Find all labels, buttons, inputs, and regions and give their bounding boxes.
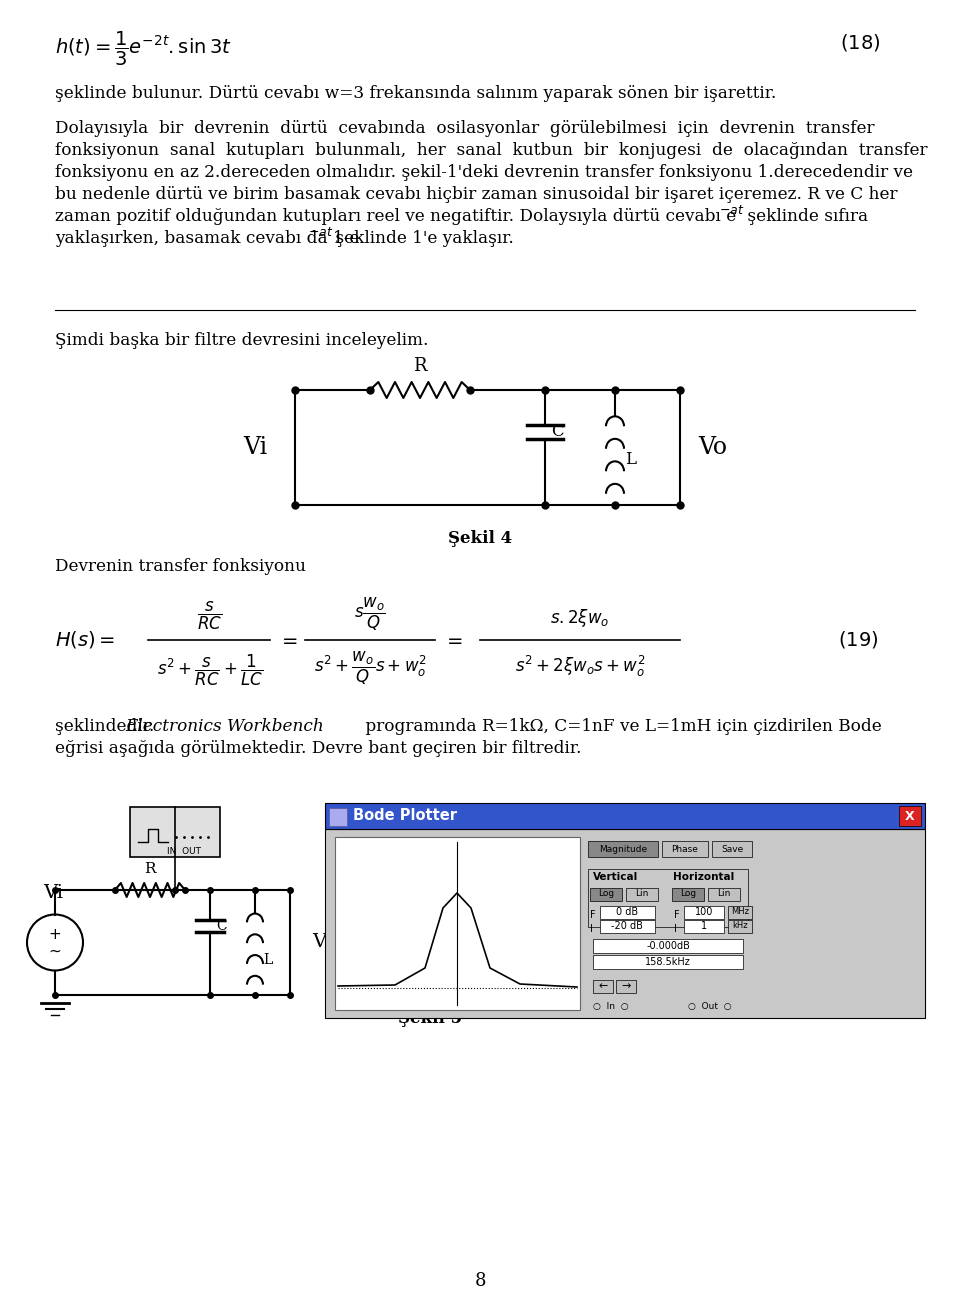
Bar xyxy=(593,980,613,993)
Text: Şimdi başka bir filtre devresini inceleyelim.: Şimdi başka bir filtre devresini inceley… xyxy=(55,332,428,349)
Bar xyxy=(335,836,580,1010)
Text: R: R xyxy=(413,357,427,375)
Text: $s\dfrac{w_o}{Q}$: $s\dfrac{w_o}{Q}$ xyxy=(354,596,386,633)
Text: 100: 100 xyxy=(695,907,713,918)
Text: +: + xyxy=(49,927,61,942)
Bar xyxy=(325,829,925,1018)
Text: Save: Save xyxy=(721,844,743,853)
Text: 0 dB: 0 dB xyxy=(616,907,638,918)
Text: IN  OUT: IN OUT xyxy=(167,847,201,856)
Text: $s^2 + \dfrac{w_o}{Q}s + w_o^2$: $s^2 + \dfrac{w_o}{Q}s + w_o^2$ xyxy=(314,650,426,686)
Text: bu nedenle dürtü ve birim basamak cevabı hiçbir zaman sinusoidal bir işaret içer: bu nedenle dürtü ve birim basamak cevabı… xyxy=(55,186,898,203)
Text: ~: ~ xyxy=(49,944,61,959)
Text: Log: Log xyxy=(598,890,614,898)
Bar xyxy=(590,887,622,901)
Text: F: F xyxy=(674,910,680,920)
Text: MHz: MHz xyxy=(731,907,749,916)
Text: Lin: Lin xyxy=(636,890,649,898)
Text: $s^2 + \dfrac{s}{RC} + \dfrac{1}{LC}$: $s^2 + \dfrac{s}{RC} + \dfrac{1}{LC}$ xyxy=(156,652,263,687)
Text: I: I xyxy=(674,924,677,935)
Bar xyxy=(600,906,655,919)
Bar xyxy=(684,906,724,919)
Text: X: X xyxy=(905,809,915,822)
Bar xyxy=(325,802,925,829)
Bar xyxy=(626,887,658,901)
Text: Vo: Vo xyxy=(312,933,336,951)
Text: şeklinde 1'e yaklaşır.: şeklinde 1'e yaklaşır. xyxy=(330,230,514,247)
Text: L: L xyxy=(625,451,636,468)
Text: $s^2 + 2\xi w_o s + w_o^2$: $s^2 + 2\xi w_o s + w_o^2$ xyxy=(515,654,645,678)
Text: $\dfrac{s}{RC}$: $\dfrac{s}{RC}$ xyxy=(198,600,223,633)
Text: Vo: Vo xyxy=(698,435,727,459)
Text: -0.000dB: -0.000dB xyxy=(646,941,690,951)
Text: $=$: $=$ xyxy=(443,631,463,650)
Text: -20 dB: -20 dB xyxy=(612,921,643,931)
Bar xyxy=(130,806,220,857)
Bar xyxy=(329,808,347,826)
Text: Devrenin transfer fonksiyonu: Devrenin transfer fonksiyonu xyxy=(55,558,306,575)
Text: şeklinde sıfıra: şeklinde sıfıra xyxy=(742,208,868,225)
Bar xyxy=(588,869,748,927)
Text: Phase: Phase xyxy=(672,844,699,853)
Text: şeklindedir.: şeklindedir. xyxy=(55,718,159,735)
Bar xyxy=(662,840,708,857)
Bar xyxy=(616,980,636,993)
Text: 158.5kHz: 158.5kHz xyxy=(645,957,691,967)
Text: $s.2\xi w_o$: $s.2\xi w_o$ xyxy=(550,606,610,629)
Text: $(18)$: $(18)$ xyxy=(840,31,880,54)
Text: $h(t) = \dfrac{1}{3}e^{-2t}.\sin 3t$: $h(t) = \dfrac{1}{3}e^{-2t}.\sin 3t$ xyxy=(55,30,231,68)
Text: 8: 8 xyxy=(474,1272,486,1290)
Bar xyxy=(588,840,658,857)
Bar xyxy=(708,887,740,901)
Bar xyxy=(672,887,704,901)
Text: R: R xyxy=(144,863,156,876)
Text: Lin: Lin xyxy=(717,890,731,898)
Text: →: → xyxy=(621,982,631,991)
Text: C: C xyxy=(551,423,564,440)
Bar xyxy=(728,906,752,919)
Text: $(19)$: $(19)$ xyxy=(838,630,878,651)
Text: $-at$: $-at$ xyxy=(719,204,744,217)
Text: Magnitude: Magnitude xyxy=(599,844,647,853)
Text: ○  Out  ○: ○ Out ○ xyxy=(688,1002,732,1012)
Text: kHz: kHz xyxy=(732,921,748,931)
Text: Dolayısıyla  bir  devrenin  dürtü  cevabında  osilasyonlar  görülebilmesi  için : Dolayısıyla bir devrenin dürtü cevabında… xyxy=(55,120,875,137)
Text: Şekil 4: Şekil 4 xyxy=(448,531,512,548)
Bar xyxy=(899,806,921,826)
Text: Vi: Vi xyxy=(243,435,267,459)
Bar xyxy=(712,840,752,857)
Text: I: I xyxy=(590,924,593,935)
Text: şeklinde bulunur. Dürtü cevabı w=3 frekansında salınım yaparak sönen bir işarett: şeklinde bulunur. Dürtü cevabı w=3 freka… xyxy=(55,85,777,102)
Text: $H(s) =$: $H(s) =$ xyxy=(55,630,115,651)
Text: F: F xyxy=(590,910,595,920)
Text: Vertical: Vertical xyxy=(593,872,638,882)
Text: $=$: $=$ xyxy=(278,631,299,650)
Text: Vi: Vi xyxy=(43,884,63,902)
Text: L: L xyxy=(263,953,273,967)
Bar xyxy=(684,920,724,933)
Text: fonksiyonun  sanal  kutupları  bulunmalı,  her  sanal  kutbun  bir  konjugesi  d: fonksiyonun sanal kutupları bulunmalı, h… xyxy=(55,142,927,159)
Text: 1: 1 xyxy=(701,921,708,931)
Text: C: C xyxy=(216,919,227,933)
Text: $-at$: $-at$ xyxy=(308,226,333,239)
Text: Şekil 5: Şekil 5 xyxy=(398,1010,462,1027)
Bar xyxy=(593,938,743,953)
Text: Horizontal: Horizontal xyxy=(673,872,734,882)
Text: yaklaşırken, basamak cevabı da 1-e: yaklaşırken, basamak cevabı da 1-e xyxy=(55,230,359,247)
Bar xyxy=(600,920,655,933)
Text: ←: ← xyxy=(598,982,608,991)
Text: programında R=1kΩ, C=1nF ve L=1mH için çizdirilen Bode: programında R=1kΩ, C=1nF ve L=1mH için ç… xyxy=(360,718,881,735)
Text: Electronics Workbench: Electronics Workbench xyxy=(125,718,324,735)
Text: zaman pozitif olduğundan kutupları reel ve negatiftir. Dolaysıyla dürtü cevabı e: zaman pozitif olduğundan kutupları reel … xyxy=(55,208,736,225)
Text: eğrisi aşağıda görülmektedir. Devre bant geçiren bir filtredir.: eğrisi aşağıda görülmektedir. Devre bant… xyxy=(55,740,582,757)
Text: ○  In  ○: ○ In ○ xyxy=(593,1002,629,1012)
Text: fonksiyonu en az 2.dereceden olmalıdır. şekil-1'deki devrenin transfer fonksiyon: fonksiyonu en az 2.dereceden olmalıdır. … xyxy=(55,163,913,180)
Text: Log: Log xyxy=(680,890,696,898)
Bar xyxy=(593,955,743,968)
Bar xyxy=(728,920,752,933)
Text: Bode Plotter: Bode Plotter xyxy=(353,809,457,823)
